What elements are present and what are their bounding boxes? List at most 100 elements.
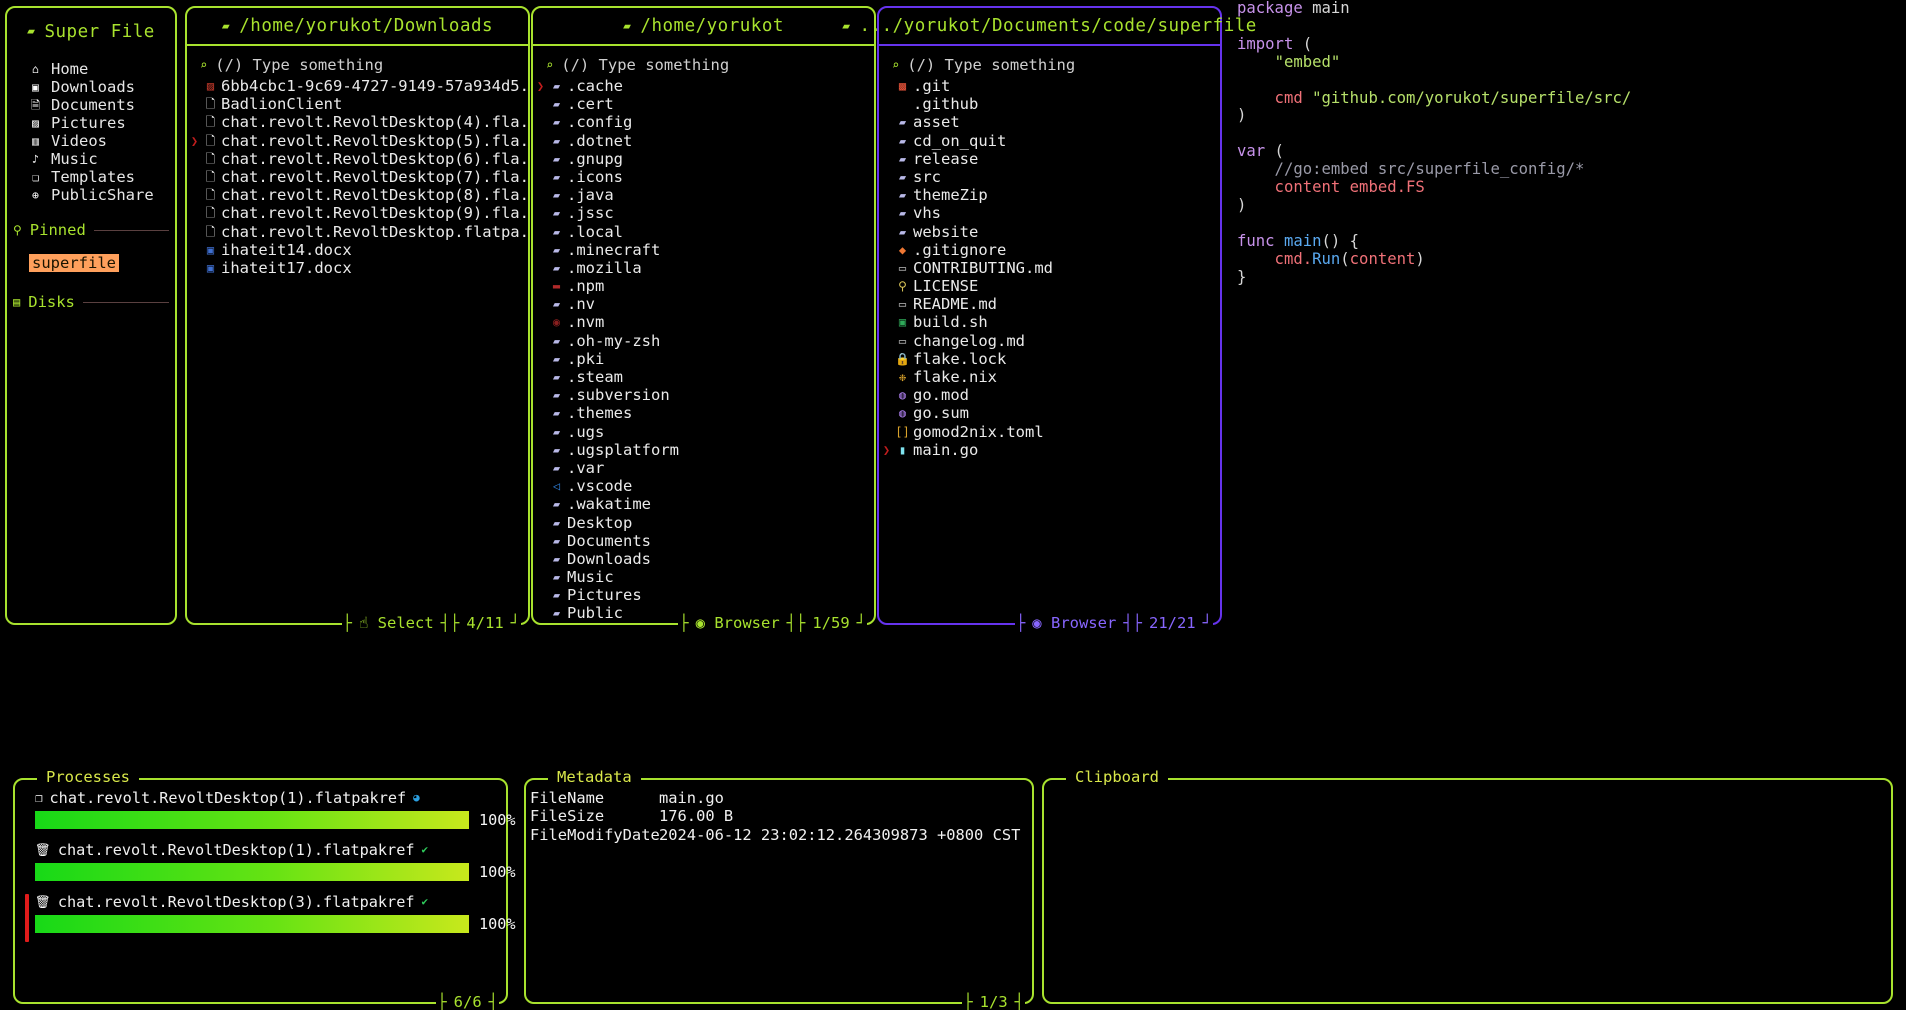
file-list-item[interactable]: ▰ .pki	[533, 350, 874, 368]
file-list-item[interactable]: ▰ .cert	[533, 95, 874, 113]
file-list-item[interactable]: ▰ .steam	[533, 368, 874, 386]
file-name: .gitignore	[913, 240, 1007, 259]
file-list-item[interactable]: ▰ Documents	[533, 532, 874, 550]
sidebar-item-documents[interactable]: 🗎 Documents	[7, 96, 175, 114]
file-list[interactable]: ▨ 6bb4cbc1-9c69-4727-9149-57a934d5... 🗋 Bad…	[187, 77, 528, 277]
file-list-item[interactable]: ▰ .dotnet	[533, 132, 874, 150]
file-list-item[interactable]: ▰ Pictures	[533, 586, 874, 604]
sidebar[interactable]: ▰ Super File ⌂ Home ▣ Downloads 🗎 Docume…	[5, 6, 177, 625]
file-panel-superfile[interactable]: ▰ .../yorukot/Documents/code/superfile ⌕…	[842, 6, 1256, 634]
file-panel-home[interactable]: ▰ /home/yorukot ⌕ (/) Type something ❯ ▰.…	[531, 6, 876, 634]
file-list-item[interactable]: ◆ .gitignore	[879, 241, 1220, 259]
file-list-item[interactable]: 🗋 chat.revolt.RevoltDesktop(6).fla...	[187, 150, 528, 168]
file-list-item[interactable]: ▰ .subversion	[533, 386, 874, 404]
file-list-item[interactable]: ▭ CONTRIBUTING.md	[879, 259, 1220, 277]
file-list-item[interactable]: ▨ 6bb4cbc1-9c69-4727-9149-57a934d5...	[187, 77, 528, 95]
file-list-item[interactable]: ▭ README.md	[879, 295, 1220, 313]
clipboard-panel[interactable]: Clipboard	[1042, 768, 1893, 1004]
file-list[interactable]: ❯ ▰ .cache ▰ .cert ▰ .config ▰ .dotnet ▰ .gnupg ▰ .i…	[533, 77, 874, 621]
file-list-item[interactable]: ▰ .themes	[533, 404, 874, 422]
process-item[interactable]: 🗑 chat.revolt.RevoltDesktop(3).flatpakref…	[25, 892, 516, 942]
file-list-item[interactable]: [] gomod2nix.toml	[879, 423, 1220, 441]
file-list-item[interactable]: ▭ changelog.md	[879, 332, 1220, 350]
file-list-item[interactable]: ▰ .icons	[533, 168, 874, 186]
file-list-item[interactable]: ❯ ▮ main.go	[879, 441, 1220, 459]
search-input[interactable]: ⌕ (/) Type something	[879, 48, 1220, 77]
process-list[interactable]: ❐ chat.revolt.RevoltDesktop(1).flatpakref…	[15, 780, 516, 942]
file-list-item[interactable]: ▰ src	[879, 168, 1220, 186]
file-list-item[interactable]: ◁ .vscode	[533, 477, 874, 495]
file-list-item[interactable]: ▰ asset	[879, 113, 1220, 131]
process-item[interactable]: 🗑 chat.revolt.RevoltDesktop(1).flatpakref…	[25, 840, 516, 881]
sidebar-item-music[interactable]: ♪ Music	[7, 150, 175, 168]
metadata-row[interactable]: FileName main.go	[528, 789, 1032, 807]
process-item[interactable]: ❐ chat.revolt.RevoltDesktop(1).flatpakref…	[25, 788, 516, 829]
file-list-item[interactable]: 🗋 chat.revolt.RevoltDesktop(7).fla...	[187, 168, 528, 186]
file-list-item[interactable]: ▰ themeZip	[879, 186, 1220, 204]
sidebar-pinned-item-superfile[interactable]: superfile	[29, 254, 119, 272]
file-list-item[interactable]: ▰ .config	[533, 113, 874, 131]
code-line: var (	[1237, 142, 1906, 161]
file-list-item[interactable]: ▣ build.sh	[879, 313, 1220, 331]
file-list-item[interactable]: .github	[879, 95, 1220, 113]
file-list-item[interactable]: ◉ .nvm	[533, 313, 874, 331]
file-list-item[interactable]: ▰ .mozilla	[533, 259, 874, 277]
file-list-item[interactable]: 🗋 chat.revolt.RevoltDesktop(4).fla...	[187, 113, 528, 131]
file-list-item[interactable]: ◍ go.sum	[879, 404, 1220, 422]
file-list-item[interactable]: ▰ .java	[533, 186, 874, 204]
file-panel-downloads[interactable]: ▰ /home/yorukot/Downloads ⌕ (/) Type som…	[185, 6, 530, 634]
code-token: main	[1302, 0, 1350, 17]
file-list-item[interactable]: ▰ .ugsplatform	[533, 441, 874, 459]
file-list-item[interactable]: ▣ ihateit14.docx	[187, 241, 528, 259]
sidebar-item-downloads[interactable]: ▣ Downloads	[7, 78, 175, 96]
process-name: chat.revolt.RevoltDesktop(1).flatpakref	[57, 840, 415, 859]
file-list-item[interactable]: ◍ go.mod	[879, 386, 1220, 404]
file-list-item[interactable]: 🗋 chat.revolt.RevoltDesktop(9).fla...	[187, 204, 528, 222]
search-input[interactable]: ⌕ (/) Type something	[187, 48, 528, 77]
folder-icon: ▰	[27, 24, 36, 39]
file-list-item[interactable]: ▣ ihateit17.docx	[187, 259, 528, 277]
file-list-item[interactable]: ▰ .gnupg	[533, 150, 874, 168]
file-list-item[interactable]: ▰ Desktop	[533, 514, 874, 532]
file-list-item[interactable]: ▰ website	[879, 223, 1220, 241]
search-input[interactable]: ⌕ (/) Type something	[533, 48, 874, 77]
file-list-item[interactable]: ▬ .npm	[533, 277, 874, 295]
sidebar-directory-list[interactable]: ⌂ Home ▣ Downloads 🗎 Documents ▨ Picture…	[7, 60, 175, 204]
file-list-item[interactable]: ▰ Public	[533, 604, 874, 621]
processes-panel[interactable]: Processes ❐ chat.revolt.RevoltDesktop(1).…	[13, 768, 516, 1010]
file-list-item[interactable]: 🗋 chat.revolt.RevoltDesktop(8).fla...	[187, 186, 528, 204]
sidebar-item-pictures[interactable]: ▨ Pictures	[7, 114, 175, 132]
sidebar-item-videos[interactable]: ▥ Videos	[7, 132, 175, 150]
file-list-item[interactable]: ⚲ LICENSE	[879, 277, 1220, 295]
file-list-item[interactable]: ▰ Downloads	[533, 550, 874, 568]
sidebar-header: ▰ Super File	[7, 8, 175, 46]
metadata-row[interactable]: FileModifyDate 2024-06-12 23:02:12.264309…	[528, 826, 1032, 844]
file-list-item[interactable]: ▰ .local	[533, 223, 874, 241]
sidebar-item-home[interactable]: ⌂ Home	[7, 60, 175, 78]
sidebar-item-publicshare[interactable]: ⊕ PublicShare	[7, 186, 175, 204]
file-list-item[interactable]: 🗋 chat.revolt.RevoltDesktop.flatpa...	[187, 223, 528, 241]
file-list-item[interactable]: ▰ vhs	[879, 204, 1220, 222]
file-list-item[interactable]: ▩ .git	[879, 77, 1220, 95]
file-list-item[interactable]: ❉ flake.nix	[879, 368, 1220, 386]
file-list-item[interactable]: ❯ ▰ .cache	[533, 77, 874, 95]
file-list-item[interactable]: ▰ Music	[533, 568, 874, 586]
folder-icon: ▰	[552, 133, 561, 148]
file-list-item[interactable]: ❯ 🗋 chat.revolt.RevoltDesktop(5).fla...	[187, 132, 528, 150]
metadata-panel[interactable]: Metadata FileName main.go FileSize 176.00 B…	[524, 768, 1034, 1010]
file-list[interactable]: ▩ .git .github ▰ asset ▰ cd_on_quit ▰ release ▰ sr…	[879, 77, 1220, 459]
file-list-item[interactable]: ▰ .ugs	[533, 423, 874, 441]
file-list-item[interactable]: ▰ .nv	[533, 295, 874, 313]
file-list-item[interactable]: ▰ .wakatime	[533, 495, 874, 513]
file-list-item[interactable]: ▰ .minecraft	[533, 241, 874, 259]
file-list-item[interactable]: ▰ .jssc	[533, 204, 874, 222]
folder-icon: ▰	[552, 460, 561, 475]
file-list-item[interactable]: ▰ release	[879, 150, 1220, 168]
file-list-item[interactable]: ▰ cd_on_quit	[879, 132, 1220, 150]
metadata-row[interactable]: FileSize 176.00 B	[528, 807, 1032, 825]
file-list-item[interactable]: 🗋 BadlionClient	[187, 95, 528, 113]
sidebar-item-templates[interactable]: ❏ Templates	[7, 168, 175, 186]
file-list-item[interactable]: 🔒 flake.lock	[879, 350, 1220, 368]
file-list-item[interactable]: ▰ .var	[533, 459, 874, 477]
file-list-item[interactable]: ▰ .oh-my-zsh	[533, 332, 874, 350]
